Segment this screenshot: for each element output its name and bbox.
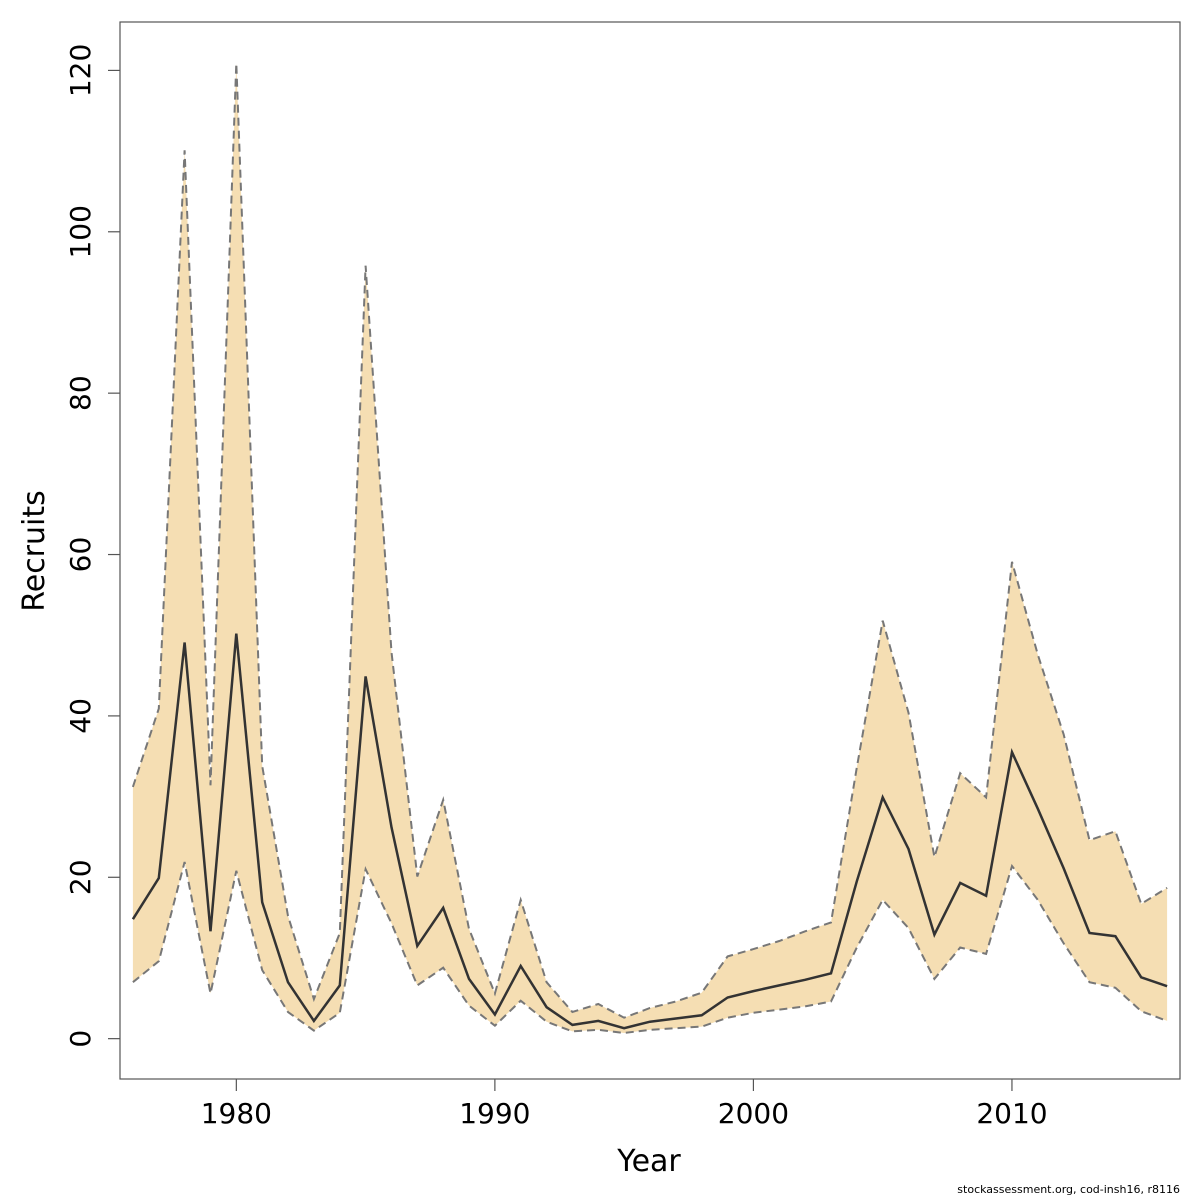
y-axis: 0 20 40 60 80 100 120	[64, 44, 120, 1048]
y-tick-label: 80	[64, 375, 97, 411]
y-tick-label: 20	[64, 859, 97, 895]
y-tick-label: 100	[64, 205, 97, 258]
recruits-estimate-line	[131, 633, 1168, 1030]
y-axis-title: Recruits	[17, 490, 52, 612]
x-axis-title: Year	[616, 1144, 681, 1179]
y-tick-label: 0	[64, 1030, 97, 1048]
x-tick-label: 1990	[459, 1097, 530, 1130]
y-tick-label: 120	[64, 44, 97, 97]
x-tick-label: 2000	[718, 1097, 789, 1130]
x-axis: 1980 1990 2000 2010	[201, 1079, 1048, 1130]
footer-credit: stockassessment.org, cod-insh16, r8116	[957, 1183, 1180, 1196]
confidence-band	[132, 63, 1168, 1033]
plot-frame	[119, 21, 1181, 1080]
x-tick-label: 1980	[201, 1097, 272, 1130]
y-tick-label: 60	[64, 537, 97, 573]
upper-bound-line	[131, 63, 1168, 1019]
y-tick-label: 40	[64, 698, 97, 734]
x-tick-label: 2010	[976, 1097, 1047, 1130]
